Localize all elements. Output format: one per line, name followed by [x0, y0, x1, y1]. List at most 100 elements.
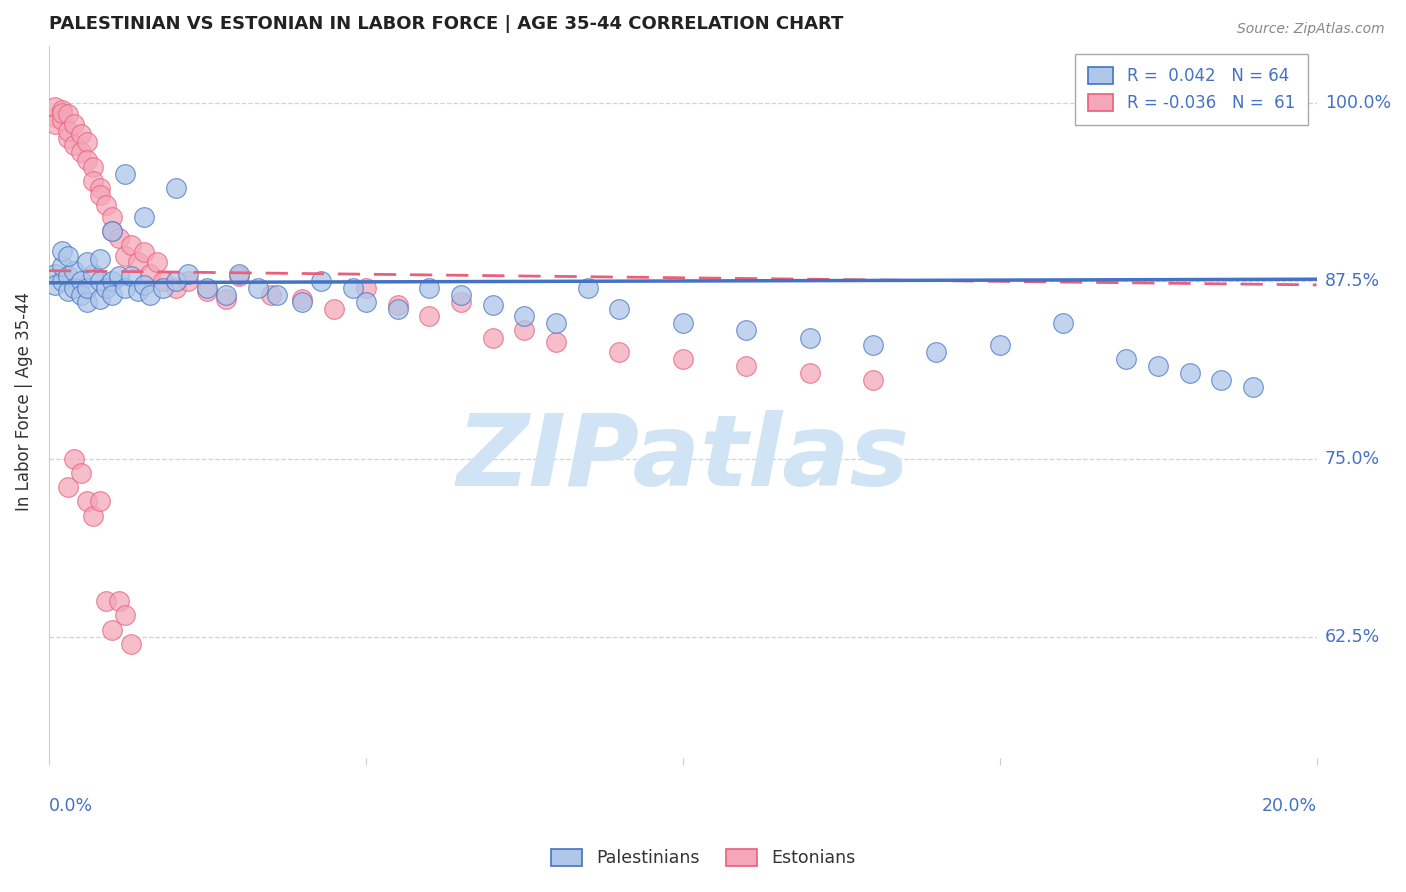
Point [177, 267, 200, 281]
Text: Source: ZipAtlas.com: Source: ZipAtlas.com [1237, 22, 1385, 37]
Point [107, 269, 129, 284]
Point [139, 288, 162, 302]
Point [56, 269, 79, 284]
Point [387, 298, 409, 312]
Point [94, 198, 117, 212]
Point [101, 224, 124, 238]
Point [114, 281, 136, 295]
Point [44, 100, 66, 114]
Point [266, 288, 288, 302]
Y-axis label: In Labor Force | Age 35-44: In Labor Force | Age 35-44 [15, 292, 32, 511]
Point [354, 281, 377, 295]
Point [101, 210, 124, 224]
Point [94, 594, 117, 608]
Point [735, 359, 758, 373]
Point [76, 255, 98, 269]
Point [56, 124, 79, 138]
Point [63, 138, 86, 153]
Point [513, 310, 536, 324]
Point [107, 231, 129, 245]
Point [354, 295, 377, 310]
Point [89, 292, 111, 306]
Point [609, 344, 631, 359]
Point [291, 295, 314, 310]
Point [1147, 359, 1170, 373]
Text: PALESTINIAN VS ESTONIAN IN LABOR FORCE | AGE 35-44 CORRELATION CHART: PALESTINIAN VS ESTONIAN IN LABOR FORCE |… [49, 15, 844, 33]
Point [735, 323, 758, 337]
Point [215, 288, 238, 302]
Point [120, 238, 142, 252]
Point [799, 366, 821, 380]
Point [247, 281, 270, 295]
Point [89, 188, 111, 202]
Point [132, 277, 155, 292]
Point [63, 117, 86, 131]
Point [51, 260, 73, 274]
Point [56, 131, 79, 145]
Point [76, 295, 98, 310]
Text: ZIPatlas: ZIPatlas [456, 410, 910, 508]
Point [672, 316, 695, 330]
Point [228, 269, 250, 284]
Point [89, 494, 111, 508]
Point [450, 295, 472, 310]
Point [89, 252, 111, 267]
Point [513, 323, 536, 337]
Point [228, 267, 250, 281]
Point [82, 508, 104, 523]
Point [44, 267, 66, 281]
Point [120, 269, 142, 284]
Point [82, 160, 104, 174]
Point [342, 281, 364, 295]
Point [862, 337, 884, 351]
Point [1241, 380, 1264, 394]
Point [69, 466, 91, 480]
Point [609, 302, 631, 317]
Point [101, 274, 124, 288]
Point [1178, 366, 1201, 380]
Point [69, 127, 91, 141]
Point [107, 594, 129, 608]
Point [418, 310, 440, 324]
Point [120, 637, 142, 651]
Point [1211, 373, 1233, 387]
Point [51, 274, 73, 288]
Point [177, 274, 200, 288]
Point [101, 288, 124, 302]
Legend: R =  0.042   N = 64, R = -0.036   N =  61: R = 0.042 N = 64, R = -0.036 N = 61 [1076, 54, 1308, 126]
Point [76, 281, 98, 295]
Point [114, 249, 136, 263]
Point [44, 110, 66, 124]
Point [988, 337, 1011, 351]
Point [672, 351, 695, 366]
Point [260, 288, 283, 302]
Point [145, 255, 167, 269]
Point [69, 274, 91, 288]
Point [139, 267, 162, 281]
Point [56, 107, 79, 121]
Text: 100.0%: 100.0% [1324, 94, 1391, 112]
Point [114, 608, 136, 623]
Point [63, 263, 86, 277]
Point [56, 249, 79, 263]
Point [215, 292, 238, 306]
Text: 87.5%: 87.5% [1324, 272, 1381, 290]
Point [799, 330, 821, 344]
Point [127, 284, 149, 298]
Point [63, 451, 86, 466]
Point [165, 181, 187, 195]
Point [152, 274, 174, 288]
Point [114, 167, 136, 181]
Point [82, 267, 104, 281]
Point [197, 281, 219, 295]
Point [576, 281, 599, 295]
Point [44, 277, 66, 292]
Point [76, 136, 98, 150]
Point [165, 281, 187, 295]
Point [51, 103, 73, 117]
Point [101, 623, 124, 637]
Point [418, 281, 440, 295]
Point [51, 244, 73, 258]
Point [323, 302, 346, 317]
Point [89, 181, 111, 195]
